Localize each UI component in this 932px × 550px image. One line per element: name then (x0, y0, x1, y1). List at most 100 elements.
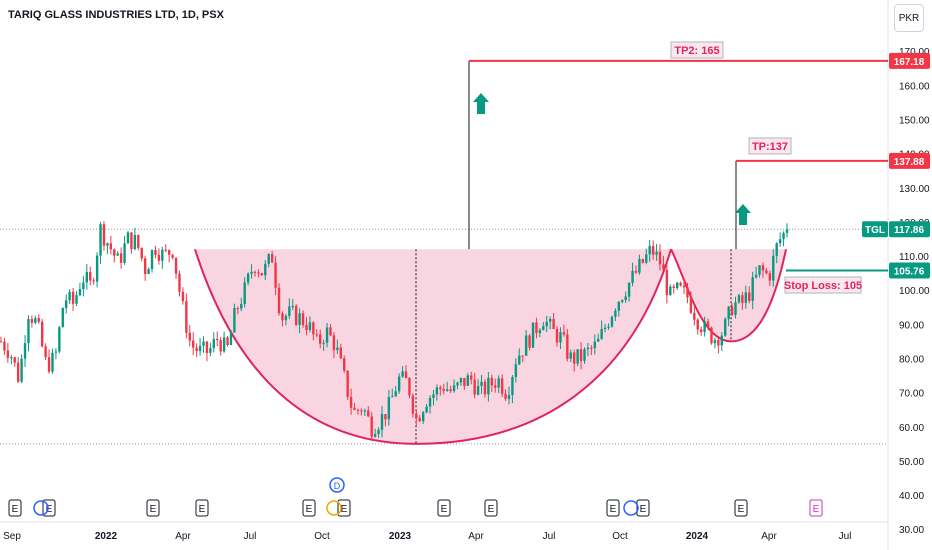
tp1-up-arrow-icon (735, 204, 751, 225)
earnings-marker[interactable] (337, 499, 351, 517)
candle-body (51, 352, 54, 372)
candle-body (363, 410, 367, 412)
earnings-marker-label: E (341, 504, 348, 515)
candle-body (113, 249, 116, 256)
candle-body (617, 301, 621, 311)
price-axis-label-bg (889, 221, 930, 238)
event-circle-marker[interactable] (326, 500, 342, 516)
stop-loss-annotation-box[interactable] (784, 276, 862, 294)
earnings-marker[interactable] (195, 499, 209, 517)
candle-body (535, 322, 538, 334)
earnings-marker[interactable] (606, 499, 620, 517)
candle-body (13, 357, 16, 363)
earnings-marker[interactable] (484, 499, 498, 517)
candle-body (428, 397, 432, 407)
candle-body (264, 263, 267, 276)
candle-body (209, 348, 212, 353)
earnings-marker[interactable] (636, 499, 650, 517)
candle-body (312, 322, 315, 335)
candle-body (710, 327, 713, 344)
candle-body (301, 313, 305, 326)
candle-body (706, 321, 710, 328)
candle-body (71, 291, 75, 304)
candle-body (229, 332, 233, 345)
candle-body (689, 297, 693, 313)
handle-curve[interactable] (670, 248, 787, 343)
candle-body (404, 371, 408, 379)
candle-body (665, 269, 669, 296)
earnings-marker-label: E (46, 504, 53, 515)
candle-body (487, 377, 490, 395)
candle-body (391, 396, 394, 398)
candle-body (325, 327, 329, 343)
candle-body (23, 343, 27, 359)
candle-body (68, 291, 71, 301)
candle-body (116, 253, 119, 256)
earnings-marker[interactable] (734, 499, 748, 517)
candle-body (188, 332, 191, 341)
candle-body (85, 272, 89, 283)
candle-body (202, 341, 205, 346)
candle-body (233, 308, 236, 333)
candle-body (16, 362, 20, 382)
candle-body (164, 249, 167, 251)
event-circle-marker[interactable] (623, 500, 639, 516)
candle-body (500, 378, 504, 394)
candle-body (682, 285, 686, 288)
tp2-annotation-box[interactable] (670, 41, 724, 59)
candle-body (645, 254, 648, 263)
candle-body (686, 287, 689, 298)
earnings-marker-label: E (488, 504, 495, 515)
candle-body (250, 271, 253, 274)
dividend-marker[interactable] (329, 477, 345, 493)
candle-body (6, 350, 10, 358)
candle-body (243, 282, 246, 304)
candle-body (377, 429, 380, 435)
candle-body (10, 357, 13, 359)
upcoming-earnings-marker[interactable] (809, 499, 823, 517)
candle-body (494, 385, 497, 388)
tp1-annotation-box[interactable] (748, 137, 792, 155)
earnings-marker-label: E (306, 504, 313, 515)
candle-body (305, 325, 308, 331)
candle-body (607, 326, 610, 328)
candle-body (559, 332, 562, 343)
candle-body (119, 253, 123, 263)
candle-body (257, 272, 260, 274)
event-circle-marker[interactable] (33, 500, 49, 516)
tp2-up-arrow-icon (473, 93, 489, 114)
candle-body (778, 239, 782, 244)
earnings-marker[interactable] (302, 499, 316, 517)
x-tick-label: Oct (314, 531, 330, 542)
candle-body (727, 306, 730, 320)
earnings-marker[interactable] (146, 499, 160, 517)
candle-body (219, 340, 222, 352)
candle-body (130, 232, 133, 250)
candle-body (748, 292, 751, 301)
candle-body (397, 376, 401, 392)
candle-body (782, 232, 785, 240)
candle-body (315, 334, 318, 336)
candle-body (696, 319, 699, 330)
currency-button[interactable]: PKR (894, 4, 924, 32)
symbol-tag-bg (862, 221, 888, 238)
candle-body (147, 269, 150, 275)
candle-body (480, 381, 483, 386)
price-axis-label: 105.76 (894, 267, 925, 278)
candle-body (212, 338, 216, 349)
candle-body (627, 282, 631, 297)
candle-body (631, 270, 634, 283)
candle-body (758, 265, 761, 275)
candle-body (651, 246, 655, 255)
cup-curve[interactable] (194, 248, 672, 445)
candle-body (720, 335, 723, 346)
tp2-annotation-label: TP2: 165 (674, 45, 719, 57)
candle-body (603, 327, 607, 330)
earnings-marker[interactable] (8, 499, 22, 517)
candle-body (322, 342, 325, 344)
candle-body (339, 347, 342, 359)
earnings-marker[interactable] (437, 499, 451, 517)
candle-body (538, 330, 542, 334)
stop-loss-annotation-label: Stop Loss: 105 (784, 280, 862, 292)
